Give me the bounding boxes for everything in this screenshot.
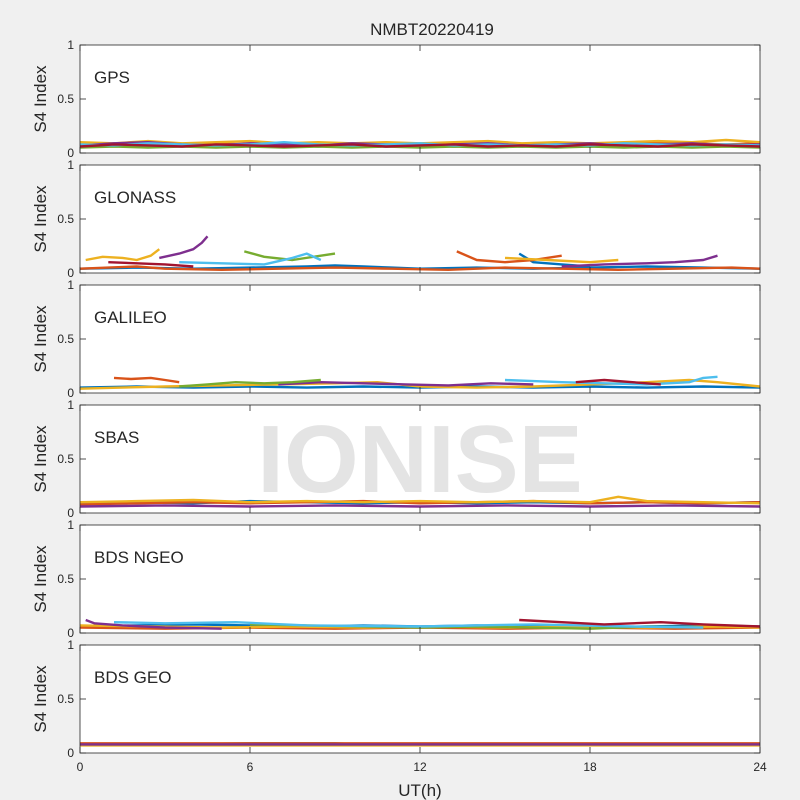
- series-line: [243, 250, 336, 262]
- series-group: [80, 235, 760, 271]
- y-tick-label: 0: [67, 386, 74, 400]
- y-tick-label: 0.5: [57, 572, 74, 586]
- panel-sbas: 0 0.5 1 SBAS S4 Index: [31, 398, 761, 520]
- series-line: [561, 254, 718, 268]
- y-tick-label: 1: [67, 38, 74, 52]
- series-line: [504, 256, 619, 264]
- x-axis-label: UT(h): [398, 781, 441, 800]
- series-line: [80, 504, 760, 508]
- series-line: [80, 495, 760, 505]
- panel-glonass: 0 0.5 1 GLONASS S4 Index: [31, 158, 761, 280]
- panels-group: 0 0.5 1 GPS S4 Index 0 0.5 1 GLONASS S4 Index 0 0.5…: [31, 38, 761, 760]
- y-tick-label: 0: [67, 506, 74, 520]
- x-tick-label: 6: [247, 760, 254, 774]
- series-line: [519, 618, 760, 628]
- series-line: [80, 143, 760, 148]
- y-tick-label: 0: [67, 746, 74, 760]
- series-line: [179, 378, 321, 388]
- panel-galileo: 0 0.5 1 GALILEO S4 Index: [31, 278, 761, 400]
- panel-gps: 0 0.5 1 GPS S4 Index: [31, 38, 761, 160]
- series-line: [85, 618, 222, 630]
- series-line: [504, 375, 718, 386]
- series-line: [179, 252, 322, 266]
- panel-background: [80, 45, 760, 153]
- y-tick-label: 1: [67, 158, 74, 172]
- panel-bds-ngeo: 0 0.5 1 BDS NGEO S4 Index: [31, 518, 761, 640]
- series-group: [80, 495, 760, 508]
- series-line: [575, 378, 661, 386]
- y-tick-label: 1: [67, 638, 74, 652]
- panel-label: BDS GEO: [94, 668, 171, 687]
- series-line: [113, 621, 704, 629]
- watermark-text: IONISE: [257, 406, 582, 513]
- y-axis-label: S4 Index: [31, 545, 50, 613]
- x-tick-label: 0: [77, 760, 84, 774]
- panel-label: BDS NGEO: [94, 548, 184, 567]
- x-tick-label: 12: [413, 760, 427, 774]
- chart-title: NMBT20220419: [370, 20, 494, 39]
- y-tick-label: 0.5: [57, 92, 74, 106]
- y-tick-label: 1: [67, 278, 74, 292]
- y-tick-label: 0.5: [57, 332, 74, 346]
- y-axis-label: S4 Index: [31, 185, 50, 253]
- panel-label: SBAS: [94, 428, 139, 447]
- panel-background: [80, 165, 760, 273]
- y-axis-label: S4 Index: [31, 65, 50, 133]
- y-tick-label: 1: [67, 398, 74, 412]
- series-line: [85, 248, 161, 262]
- y-tick-label: 1: [67, 518, 74, 532]
- panel-label: GALILEO: [94, 308, 167, 327]
- y-tick-label: 0.5: [57, 212, 74, 226]
- panel-label: GPS: [94, 68, 130, 87]
- x-tick-label: 24: [753, 760, 767, 774]
- panel-background: [80, 645, 760, 753]
- panel-background: [80, 405, 760, 513]
- y-axis-label: S4 Index: [31, 425, 50, 493]
- panel-bds-geo: 0 0.5 1 BDS GEO S4 Index: [31, 638, 761, 760]
- y-tick-label: 0.5: [57, 692, 74, 706]
- x-tick-label: 18: [583, 760, 597, 774]
- y-tick-label: 0.5: [57, 452, 74, 466]
- series-line: [159, 235, 209, 260]
- series-line: [108, 261, 194, 268]
- series-line: [113, 376, 180, 384]
- y-tick-label: 0: [67, 626, 74, 640]
- series-group: [80, 742, 760, 747]
- panel-background: [80, 285, 760, 393]
- panel-label: GLONASS: [94, 188, 176, 207]
- panel-background: [80, 525, 760, 633]
- x-axis: 0 6 12 18 24: [77, 760, 767, 774]
- series-line: [80, 265, 760, 271]
- series-line: [278, 381, 534, 387]
- y-tick-label: 0: [67, 146, 74, 160]
- y-axis-label: S4 Index: [31, 305, 50, 373]
- y-tick-label: 0: [67, 266, 74, 280]
- y-axis-label: S4 Index: [31, 665, 50, 733]
